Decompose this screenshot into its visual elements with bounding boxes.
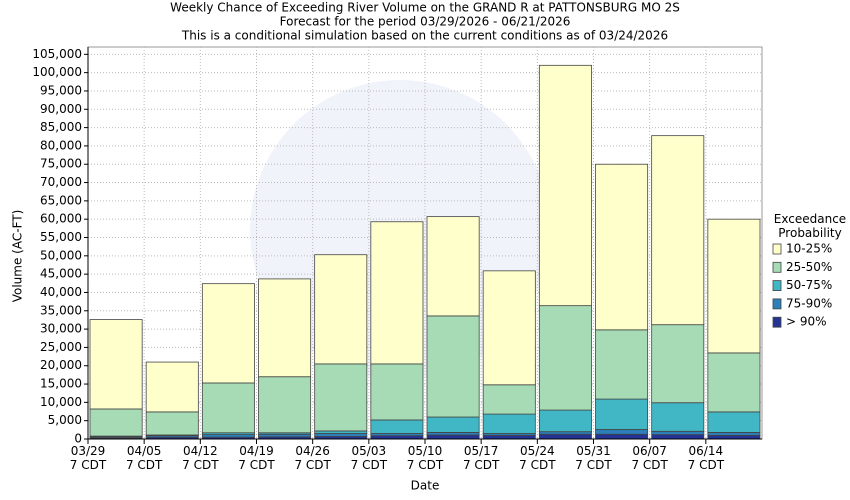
bar-segment — [538, 409, 592, 433]
x-tick-label: 05/31 7 CDT — [575, 444, 612, 472]
bar-segment — [651, 135, 705, 326]
x-tick-label: 04/05 7 CDT — [126, 444, 163, 472]
y-tick-label: 100,000 — [32, 65, 82, 79]
bar-segment — [89, 319, 143, 410]
legend-swatch — [772, 243, 782, 255]
y-tick-label: 105,000 — [32, 47, 82, 61]
y-tick-label: 20,000 — [40, 358, 82, 372]
x-tick-label: 05/10 7 CDT — [407, 444, 444, 472]
y-axis-label: Volume (AC-FT) — [11, 210, 25, 303]
legend-label: 25-50% — [786, 260, 832, 274]
bar-segment — [707, 434, 761, 440]
y-tick-label: 95,000 — [40, 83, 82, 97]
bar-segment — [651, 402, 705, 432]
bar-segment — [482, 270, 536, 386]
bar-segment — [201, 283, 255, 384]
x-tick-label: 05/03 7 CDT — [351, 444, 388, 472]
bar-segment — [651, 324, 705, 404]
x-tick-label: 03/29 7 CDT — [70, 444, 107, 472]
bar-segment — [314, 363, 368, 432]
x-tick-label: 04/12 7 CDT — [182, 444, 219, 472]
y-tick-label: 10,000 — [40, 395, 82, 409]
y-tick-label: 55,000 — [40, 230, 82, 244]
x-tick-label: 05/17 7 CDT — [463, 444, 500, 472]
legend-label: > 90% — [786, 315, 827, 329]
bar-segment — [538, 433, 592, 440]
bar-segment — [258, 376, 312, 434]
bar-segment — [370, 419, 424, 434]
y-tick-label: 35,000 — [40, 303, 82, 317]
y-tick-label: 85,000 — [40, 120, 82, 134]
bar-segment — [595, 433, 649, 440]
chart-subtitle: Forecast for the period 03/29/2026 - 06/… — [280, 15, 571, 29]
chart-subtitle: This is a conditional simulation based o… — [181, 29, 668, 43]
bar-segment — [595, 398, 649, 430]
y-tick-label: 0 — [74, 432, 82, 446]
y-tick-label: 25,000 — [40, 340, 82, 354]
bar-segment — [370, 221, 424, 365]
bar-segment — [595, 329, 649, 400]
x-tick-label: 06/14 7 CDT — [688, 444, 725, 472]
bar-segment — [145, 361, 199, 413]
bar-segment — [595, 163, 649, 331]
bar-segment — [426, 416, 480, 433]
bar-segment — [707, 432, 761, 436]
bar-segment — [538, 305, 592, 411]
y-tick-label: 65,000 — [40, 193, 82, 207]
y-tick-label: 50,000 — [40, 248, 82, 262]
bar-segment — [482, 384, 536, 415]
y-tick-label: 90,000 — [40, 102, 82, 116]
bar-segment — [707, 352, 761, 413]
x-tick-label: 04/19 7 CDT — [238, 444, 275, 472]
y-tick-label: 60,000 — [40, 212, 82, 226]
bar-segment — [482, 434, 536, 440]
y-tick-label: 15,000 — [40, 377, 82, 391]
legend-title: Exceedance Probability — [774, 212, 846, 240]
y-tick-label: 70,000 — [40, 175, 82, 189]
y-tick-label: 45,000 — [40, 267, 82, 281]
legend-label: 10-25% — [786, 242, 832, 256]
legend-swatch — [772, 316, 782, 328]
bar-segment — [258, 278, 312, 378]
bar-segment — [538, 64, 592, 307]
bar-segment — [651, 430, 705, 436]
bar-segment — [707, 218, 761, 354]
x-tick-label: 06/07 7 CDT — [631, 444, 668, 472]
legend-label: 75-90% — [786, 296, 832, 310]
bar-segment — [201, 382, 255, 434]
bar-segment — [595, 429, 649, 435]
bar-segment — [314, 433, 368, 437]
x-tick-label: 04/26 7 CDT — [294, 444, 331, 472]
y-tick-label: 30,000 — [40, 322, 82, 336]
bar-segment — [145, 411, 199, 436]
bar-segment — [426, 216, 480, 317]
bar-segment — [89, 408, 143, 437]
bar-segment — [370, 363, 424, 421]
legend-swatch — [772, 298, 782, 310]
legend-label: 50-75% — [786, 278, 832, 292]
bar-segment — [651, 434, 705, 440]
x-axis-label: Date — [411, 479, 440, 493]
legend-swatch — [772, 280, 782, 292]
x-tick-label: 05/24 7 CDT — [519, 444, 556, 472]
y-tick-label: 75,000 — [40, 157, 82, 171]
bar-segment — [426, 434, 480, 440]
bar-segment — [482, 413, 536, 434]
y-tick-label: 5,000 — [48, 413, 82, 427]
bar-segment — [707, 411, 761, 433]
chart-title: Weekly Chance of Exceeding River Volume … — [170, 1, 680, 15]
bar-segment — [426, 315, 480, 418]
bar-segment — [314, 254, 368, 365]
y-tick-label: 80,000 — [40, 138, 82, 152]
legend-swatch — [772, 261, 782, 273]
y-tick-label: 40,000 — [40, 285, 82, 299]
